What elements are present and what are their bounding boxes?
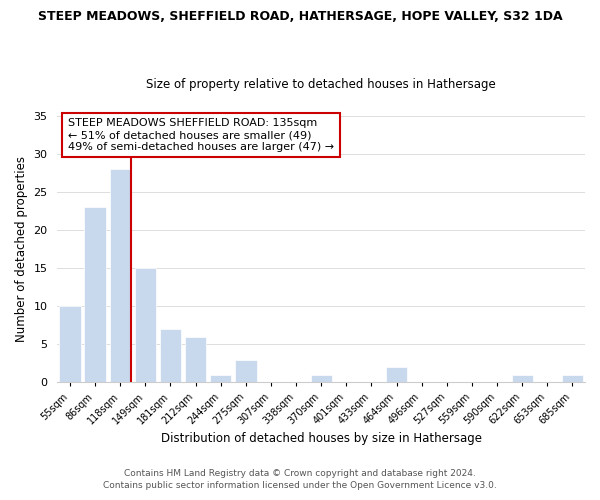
Bar — [311, 375, 332, 382]
Bar — [512, 375, 533, 382]
Text: STEEP MEADOWS SHEFFIELD ROAD: 135sqm
← 51% of detached houses are smaller (49)
4: STEEP MEADOWS SHEFFIELD ROAD: 135sqm ← 5… — [68, 118, 334, 152]
Title: Size of property relative to detached houses in Hathersage: Size of property relative to detached ho… — [146, 78, 496, 91]
Text: Contains HM Land Registry data © Crown copyright and database right 2024.
Contai: Contains HM Land Registry data © Crown c… — [103, 468, 497, 490]
Text: STEEP MEADOWS, SHEFFIELD ROAD, HATHERSAGE, HOPE VALLEY, S32 1DA: STEEP MEADOWS, SHEFFIELD ROAD, HATHERSAG… — [38, 10, 562, 23]
X-axis label: Distribution of detached houses by size in Hathersage: Distribution of detached houses by size … — [161, 432, 482, 445]
Bar — [134, 268, 156, 382]
Bar — [85, 207, 106, 382]
Bar — [59, 306, 80, 382]
Y-axis label: Number of detached properties: Number of detached properties — [15, 156, 28, 342]
Bar — [110, 169, 131, 382]
Bar — [386, 367, 407, 382]
Bar — [160, 329, 181, 382]
Bar — [185, 336, 206, 382]
Bar — [210, 375, 232, 382]
Bar — [235, 360, 257, 382]
Bar — [562, 375, 583, 382]
